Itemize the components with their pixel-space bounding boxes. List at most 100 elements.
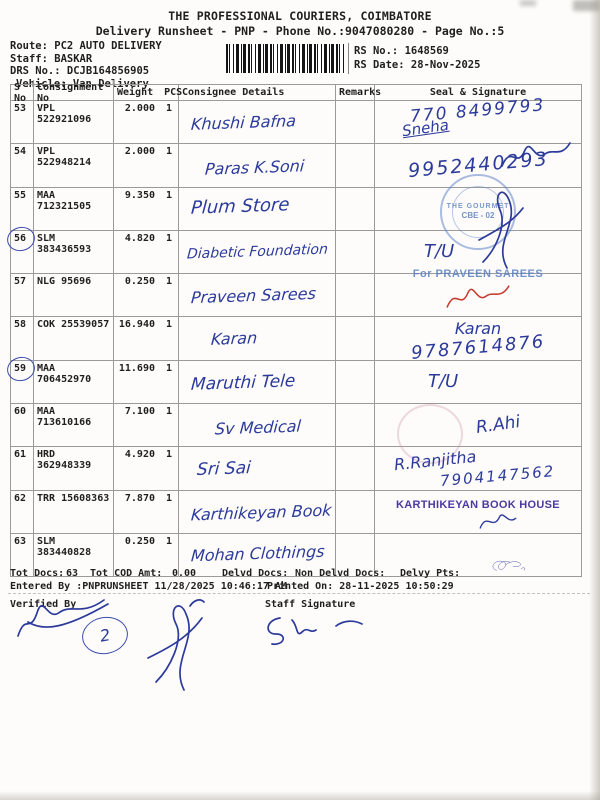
circled-sno: 56 (14, 232, 27, 244)
cod-label: Tot COD Amt: (90, 568, 163, 579)
col-consignee: Consignee Details (179, 85, 336, 100)
signature-scribble (446, 285, 510, 309)
sno: 60 (14, 406, 27, 418)
seal-signature-cell: 9952440293 (375, 142, 581, 186)
sno-cell: 57 (11, 274, 34, 317)
seal-signature-cell: KARTHIKEYAN BOOK HOUSE (375, 491, 581, 533)
cod-value: 0.00 (172, 568, 197, 579)
staff-signature-scribble (267, 617, 363, 645)
signature-scribble (492, 560, 525, 571)
remarks-cell (336, 187, 375, 230)
remarks-cell (336, 317, 375, 360)
seal-handwritten-note: T/U (428, 371, 459, 393)
sno-cell: 63 (11, 533, 34, 577)
sno: 62 (14, 492, 27, 504)
consignee-stamp-text: KARTHIKEYAN BOOK HOUSE (396, 498, 560, 511)
weight-pcs-cell: 16.940 1 (114, 317, 179, 360)
table-row: 56 SLM 383436593 4.820 1 Diabetic Foundat… (11, 230, 581, 275)
remarks-cell (336, 144, 375, 187)
table-body: 53 VPL 522921096 2.000 1 Khushi Bafna 770… (11, 95, 581, 578)
consignee-handwriting: Paras K.Soni (204, 156, 306, 180)
drs-value: DCJB164856905 (66, 65, 150, 78)
sno-cell: 60 (11, 404, 34, 447)
table-row: 62 TRR 15608363 7.870 1 Karthikeyan Book … (11, 490, 581, 534)
consignee-handwriting: Plum Store (190, 193, 291, 219)
remarks-cell (336, 230, 375, 274)
rs-box-divider (348, 43, 349, 74)
route-value: PC2 AUTO DELIVERY (54, 40, 162, 52)
seal-signature-cell: For PRAVEEN SAREES (375, 268, 581, 316)
verified-by-label: Verified By (10, 599, 77, 610)
runsheet-subtitle: Delivery Runsheet - PNP - Phone No.:9047… (95, 24, 505, 38)
table-row: 55 MAA 712321505 9.350 1 Plum Store THE G… (11, 173, 581, 269)
table-row: 54 VPL 522948214 2.000 1 Paras K.Soni 995… (11, 142, 581, 188)
consignment-cell: HRD 362948339 (34, 447, 114, 490)
rs-date-line: RS Date: 28-Nov-2025 (354, 59, 481, 71)
rs-no-line: RS No.: 1648569 (354, 45, 449, 57)
table-row: 63 SLM 383440828 0.250 1 Mohan Clothings (11, 533, 581, 578)
vehicle-line: Vehicle: Van Delivery (16, 77, 149, 90)
rs-barcode (226, 44, 344, 73)
vehicle-value: Van Delivery (72, 77, 149, 90)
company-title: THE PROFESSIONAL COURIERS, COIMBATORE (168, 9, 432, 23)
sno: 53 (14, 103, 27, 114)
sno-cell: 53 (11, 101, 34, 144)
seal-signature-cell: THE GOURMET CBE - 02 (375, 173, 581, 269)
table-row: 60 MAA 713610166 7.100 1 Sv Medical R.Ahi (11, 404, 581, 465)
weight-pcs-cell: 0.250 1 (114, 274, 179, 317)
consignee-cell: Mohan Clothings (179, 533, 336, 577)
sno: 57 (14, 276, 27, 288)
seal-signature-name: Karan (454, 318, 502, 338)
consignment-cell: VPL 522948214 (34, 144, 114, 187)
consignee-cell: Plum Store (179, 187, 336, 230)
consignment-cell: COK 25539057 (34, 317, 114, 360)
sno-cell: 62 (11, 490, 34, 533)
consignee-cell: Praveen Sarees (179, 274, 336, 317)
consignment-cell: MAA 706452970 (34, 360, 114, 404)
table-row: 58 COK 25539057 16.940 1 Karan Karan 97876… (11, 317, 581, 364)
consignment-cell: MAA 713610166 (34, 404, 114, 447)
remarks-cell (336, 447, 375, 490)
tot-docs-label: Tot Docs: (10, 568, 65, 579)
consignment-cell: MAA 712321505 (34, 187, 114, 230)
remarks-cell (336, 274, 375, 317)
entered-by-line: Entered By :PNPRUNSHEET 11/28/2025 10:46… (10, 581, 287, 592)
consignment-cell: NLG 95696 (34, 274, 114, 317)
consignee-handwriting: Sri Sai (196, 458, 252, 481)
weight-pcs-cell: 2.000 1 (114, 144, 179, 187)
remarks-cell (336, 490, 375, 533)
seal-signature-cell: Karan 9787614876 (375, 317, 581, 364)
rs-date-value: 28-Nov-2025 (410, 59, 481, 71)
sno: 58 (14, 319, 27, 331)
consignee-cell: Sri Sai (179, 447, 336, 490)
table-header-row: S No Consignment No Weight PCS Consignee … (11, 79, 581, 106)
weight-pcs-cell: 0.250 1 (114, 533, 179, 577)
drs-line: DRS No.: DCJB164856905 (10, 65, 150, 78)
faint-seal-stamp (397, 404, 463, 465)
weight-pcs-cell: 2.000 1 (114, 101, 179, 144)
scan-smudge (520, 0, 536, 6)
consignee-handwriting: Maruthi Tele (190, 370, 297, 395)
seal-handwritten-note: T/U (424, 241, 455, 263)
meta-left-block: Route: PC2 AUTO DELIVERY Staff: BASKAR D… (10, 40, 162, 90)
col-remarks: Remarks (336, 85, 381, 100)
consignee-cell: Paras K.Soni (179, 144, 336, 187)
sno-cell: 61 (11, 447, 34, 490)
sno-cell: 56 (11, 230, 34, 274)
delvy-pts-label: Delvy Pts: (400, 568, 461, 579)
delvd-docs-label: Delvd Docs: (222, 568, 289, 579)
seal-phone-number: 9787614876 (410, 330, 546, 364)
table-row: 61 HRD 362948339 4.920 1 Sri Sai R.Ranjit… (11, 447, 581, 491)
sno-cell: 55 (11, 187, 34, 230)
weight-pcs-cell: 7.100 1 (114, 404, 179, 447)
consignment-cell: SLM 383436593 (34, 230, 114, 274)
footer-separator (8, 593, 590, 594)
consignee-handwriting: Karan (210, 328, 258, 350)
weight-pcs-cell: 7.870 1 (114, 490, 179, 533)
consignment-cell: TRR 15608363 (34, 490, 114, 533)
remarks-cell (336, 533, 375, 577)
consignment-cell: VPL 522921096 (34, 101, 114, 144)
sno: 61 (14, 449, 27, 461)
consignee-handwriting: Praveen Sarees (190, 283, 317, 308)
